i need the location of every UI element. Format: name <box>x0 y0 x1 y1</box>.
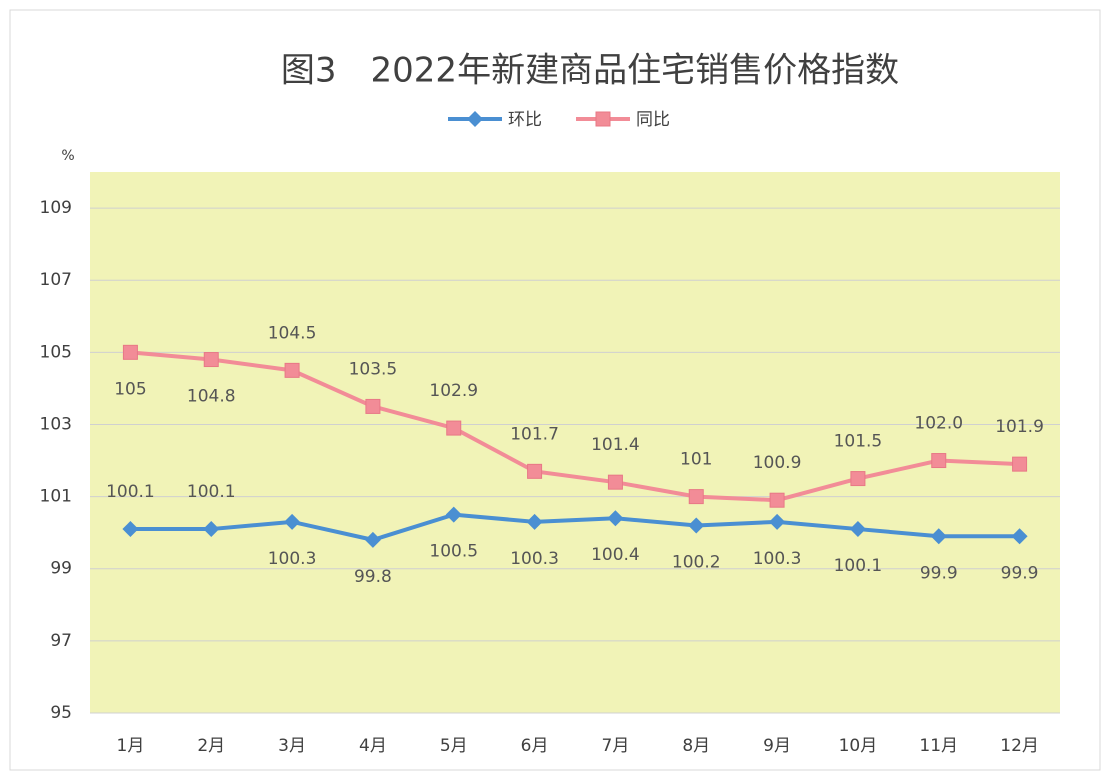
y-tick-label: 103 <box>40 414 72 434</box>
data-label: 101.9 <box>995 417 1044 437</box>
data-label: 100.2 <box>672 552 721 572</box>
data-point <box>445 506 462 523</box>
x-tick-label: 3月 <box>278 736 306 756</box>
data-point <box>930 528 947 545</box>
data-label: 101.4 <box>591 435 640 455</box>
data-point <box>688 517 705 534</box>
data-label: 101.7 <box>510 424 559 444</box>
data-label: 100.3 <box>510 549 559 569</box>
x-tick-label: 5月 <box>440 736 468 756</box>
x-tick-label: 8月 <box>682 736 710 756</box>
data-point <box>284 513 301 530</box>
series-line <box>130 512 1020 542</box>
data-point <box>284 362 300 378</box>
x-tick-label: 10月 <box>839 736 878 756</box>
data-point <box>850 471 866 487</box>
y-unit: % <box>61 148 74 164</box>
x-tick-label: 11月 <box>919 736 958 756</box>
data-point <box>365 398 381 414</box>
data-label: 100.1 <box>834 556 883 576</box>
x-tick-label: 12月 <box>1000 736 1039 756</box>
data-point <box>607 474 623 490</box>
data-label: 100.3 <box>753 549 802 569</box>
data-label: 99.9 <box>1001 563 1039 583</box>
x-tick-label: 9月 <box>763 736 791 756</box>
data-label: 100.3 <box>268 549 317 569</box>
data-label: 101.5 <box>834 432 883 452</box>
y-tick-label: 99 <box>50 559 72 579</box>
data-label: 101 <box>680 450 712 470</box>
data-point <box>769 513 786 530</box>
data-label: 100.1 <box>187 482 236 502</box>
data-point <box>688 489 704 505</box>
legend-label: 环比 <box>508 110 542 130</box>
data-point <box>769 492 785 508</box>
y-tick-label: 107 <box>40 270 72 290</box>
data-label: 104.5 <box>268 323 317 343</box>
y-tick-label: 97 <box>50 631 72 651</box>
data-point <box>931 453 947 469</box>
x-tick-label: 2月 <box>197 736 225 756</box>
legend-marker <box>467 111 483 127</box>
data-point <box>203 521 220 538</box>
y-tick-label: 109 <box>40 198 72 218</box>
x-tick-label: 4月 <box>359 736 387 756</box>
data-point <box>122 521 139 538</box>
data-label: 100.4 <box>591 545 640 565</box>
data-label: 100.5 <box>429 542 478 562</box>
data-point <box>364 531 381 548</box>
data-point <box>526 513 543 530</box>
x-tick-label: 7月 <box>602 736 630 756</box>
data-point <box>1011 528 1028 545</box>
data-label: 105 <box>114 379 146 399</box>
legend-label: 同比 <box>636 110 670 130</box>
x-tick-label: 6月 <box>521 736 549 756</box>
chart-title: 图3 2022年新建商品住宅销售价格指数 <box>281 51 899 91</box>
y-tick-label: 101 <box>40 487 72 507</box>
plot-area <box>90 172 1060 713</box>
data-point <box>203 352 219 368</box>
data-label: 99.9 <box>920 563 958 583</box>
data-label: 99.8 <box>354 567 392 587</box>
data-point <box>849 521 866 538</box>
data-label: 100.9 <box>753 453 802 473</box>
legend-marker <box>595 111 611 127</box>
data-point <box>122 344 138 360</box>
data-point <box>446 420 462 436</box>
data-label: 104.8 <box>187 387 236 407</box>
series-line <box>130 350 1020 503</box>
data-point <box>527 463 543 479</box>
y-tick-label: 105 <box>40 342 72 362</box>
data-label: 102.9 <box>429 381 478 401</box>
data-point <box>607 510 624 527</box>
data-label: 103.5 <box>349 359 398 379</box>
y-tick-label: 95 <box>50 703 72 723</box>
data-label: 102.0 <box>914 414 963 434</box>
data-point <box>1012 456 1028 472</box>
x-tick-label: 1月 <box>117 736 145 756</box>
data-label: 100.1 <box>106 482 155 502</box>
